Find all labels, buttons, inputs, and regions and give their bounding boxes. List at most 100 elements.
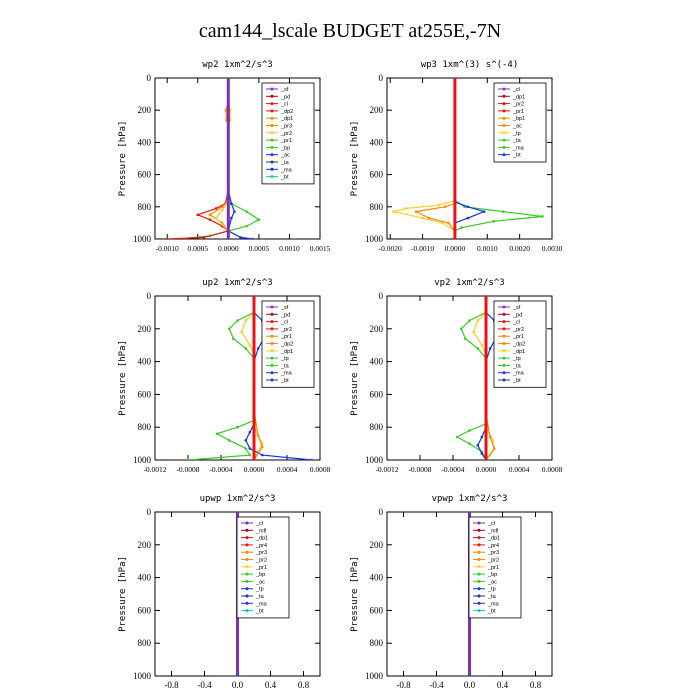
legend-entry: _cl [512, 320, 520, 326]
x-tick-label: 0.0000 [244, 465, 265, 474]
legend-marker [245, 572, 249, 576]
plot-frame [154, 295, 321, 461]
y-axis-label: Pressure [hPa] [118, 121, 128, 197]
x-tick-label: -0.0008 [176, 465, 199, 474]
x-tick-label: 0.0 [464, 680, 476, 690]
legend-marker [502, 124, 506, 127]
legend-entry: _tp [280, 356, 289, 362]
y-tick-label: 200 [370, 324, 384, 334]
legend-marker [270, 356, 274, 360]
series-point [472, 330, 475, 334]
x-tick-label: 0.0004 [277, 465, 298, 474]
series-point [466, 216, 470, 220]
legend-marker [477, 565, 481, 569]
legend-marker [477, 609, 481, 613]
series-point [196, 213, 200, 217]
y-tick-label: 600 [370, 389, 384, 399]
series-line-tp [454, 201, 486, 224]
legend-marker [477, 528, 481, 532]
legend-entry: _ta [487, 594, 497, 600]
series-line-ac [227, 190, 253, 239]
legend-entry: _dp2 [512, 342, 525, 348]
legend: _cl_dp1 _pr2_pr1_bp1 _ac_tp_ta_ma _bt [493, 82, 547, 163]
legend-entry: _bp [487, 572, 497, 578]
legend-entry: _pr3 [487, 550, 499, 556]
series-point [251, 237, 255, 239]
y-tick-label: 600 [138, 170, 152, 180]
legend-entry: _ma [280, 371, 293, 377]
plot-frame [154, 77, 321, 240]
legend-entry: _ta [255, 594, 265, 600]
x-tick-label: -0.0004 [441, 465, 464, 474]
legend-entry: _pd [280, 312, 290, 318]
series-point [220, 205, 224, 209]
y-tick-label: 0 [379, 291, 384, 301]
legend-entry: _pr2 [487, 558, 499, 564]
series-point [244, 447, 248, 450]
y-tick-label: 800 [370, 202, 384, 212]
series-point [476, 443, 480, 447]
series-point [220, 208, 224, 212]
y-axis-label: Pressure [hPa] [118, 340, 128, 416]
y-tick-label: 400 [138, 357, 152, 367]
legend-marker [502, 145, 506, 149]
series-point [480, 452, 484, 455]
legend-marker [270, 320, 274, 324]
legend-marker [477, 594, 481, 598]
y-tick-label: 600 [370, 170, 384, 180]
legend-entry: _dp1 [487, 536, 500, 542]
legend-entry: _ma [512, 145, 525, 151]
series-point [466, 205, 470, 209]
legend-entry: _ta [512, 363, 522, 369]
y-tick-label: 0 [147, 507, 152, 517]
series-point [208, 218, 212, 221]
legend-marker [270, 167, 274, 171]
series-point [224, 108, 228, 112]
legend-marker [502, 116, 506, 120]
chart-panel-4: vp2 1xm^2/s^3 Pressure [hPa] 0 200 400 600 800… [350, 278, 563, 474]
legend-entry: _pr1 [280, 334, 292, 340]
legend-entry: _pr2 [280, 131, 292, 137]
legend-marker [245, 528, 249, 532]
legend-marker [502, 334, 506, 338]
legend-marker [270, 334, 274, 338]
legend-marker [502, 102, 506, 106]
legend-entry: _sf [512, 305, 521, 311]
chart-title: vpwp 1xm^2/s^3 [432, 494, 508, 504]
legend-entry: _bp [255, 572, 265, 578]
series-point [443, 205, 447, 209]
series-point [227, 439, 231, 442]
series-point [447, 221, 450, 225]
legend-entry: _sf [280, 87, 289, 93]
legend-marker [270, 153, 274, 157]
legend-entry: _pd [280, 94, 290, 100]
legend-marker [477, 550, 481, 554]
y-tick-label: 1000 [133, 671, 152, 681]
legend-entry: _ta [280, 160, 290, 166]
y-tick-label: 400 [138, 137, 152, 147]
chart-title: upwp 1xm^2/s^3 [200, 494, 276, 504]
x-tick-label: 0.0008 [542, 465, 563, 474]
legend-entry: _pr1 [255, 565, 267, 571]
series-point [476, 319, 480, 322]
series-group [455, 296, 500, 460]
chart-panel-6: vpwp 1xm^2/s^3 Pressure [hPa] 0 200 400 600 80… [350, 494, 553, 690]
legend-marker [270, 94, 274, 98]
series-point [492, 219, 496, 223]
legend-entry: _tp [512, 356, 521, 362]
x-tick-label: -0.0012 [143, 465, 166, 474]
legend-entry: _pr1 [512, 334, 524, 340]
legend-marker [245, 550, 249, 554]
series-point [214, 216, 218, 220]
y-tick-label: 0 [379, 507, 384, 517]
x-tick-label: -0.0010 [411, 244, 434, 253]
legend-entry: _tp [512, 131, 521, 137]
legend-marker [477, 521, 481, 525]
series-point [488, 347, 492, 350]
legend-marker [502, 371, 506, 375]
page-title: cam144_lscale BUDGET at255E,-7N [198, 20, 502, 42]
legend-entry: _dp1 [512, 94, 525, 100]
legend-entry: _bt [512, 378, 521, 384]
legend-marker [502, 342, 506, 345]
series-point [414, 210, 418, 213]
